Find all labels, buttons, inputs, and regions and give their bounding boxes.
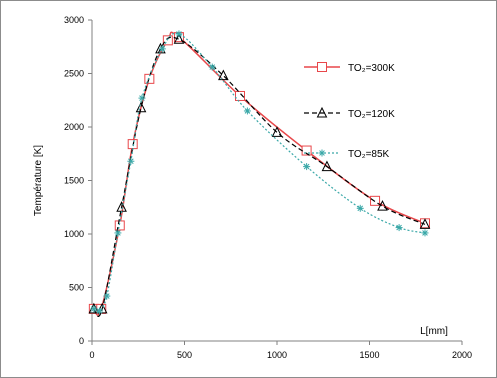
- legend-label: TO₂=85K: [348, 149, 390, 160]
- x-axis-title: L[mm]: [420, 326, 448, 337]
- asterisk-stroke: [303, 163, 310, 170]
- legend-item: TO₂=300K: [304, 62, 395, 74]
- asterisk-stroke: [103, 293, 110, 299]
- axes: 0 500 1000 1500 2000 2500 3000 0 500 1000 1500 2000: [64, 15, 472, 360]
- data-point: [235, 90, 245, 101]
- asterisk-stroke: [396, 224, 402, 231]
- data-point: [303, 163, 311, 171]
- data-point: [127, 157, 135, 165]
- y-tick-label: 0: [79, 336, 84, 346]
- data-point: [218, 69, 229, 81]
- data-point: [114, 229, 122, 237]
- data-point: [103, 292, 111, 300]
- asterisk-stroke: [96, 308, 103, 314]
- data-point: [243, 107, 251, 115]
- data-point: [138, 94, 146, 102]
- data-point: [208, 63, 216, 71]
- asterisk-stroke: [128, 158, 134, 165]
- x-tick-label: 0: [89, 350, 94, 360]
- data-point: [114, 220, 125, 231]
- series-layer: [88, 30, 431, 317]
- legend-label: TO₂=300K: [348, 63, 395, 74]
- data-point: [127, 139, 138, 150]
- data-point: [321, 160, 333, 172]
- data-point: [316, 106, 328, 118]
- legend-label: TO₂=120K: [348, 109, 395, 120]
- y-tick-label: 1000: [64, 229, 84, 239]
- asterisk-stroke: [357, 205, 364, 212]
- asterisk-stroke: [159, 46, 166, 52]
- data-point: [173, 33, 185, 44]
- x-tick-label: 500: [177, 350, 192, 360]
- y-axis-title: Température [K]: [33, 145, 44, 216]
- series-line: [93, 36, 426, 317]
- asterisk-stroke: [176, 31, 182, 37]
- asterisk-stroke: [244, 108, 251, 114]
- asterisk-stroke: [139, 95, 145, 101]
- data-point: [96, 302, 108, 314]
- series-line: [93, 32, 426, 313]
- data-point: [395, 224, 403, 232]
- y-tick-label: 1500: [64, 176, 84, 186]
- asterisk-stroke: [422, 230, 428, 236]
- data-point: [356, 204, 364, 212]
- y-tick-label: 2500: [64, 69, 84, 79]
- data-point: [318, 149, 326, 157]
- x-tick-label: 1000: [267, 350, 287, 360]
- x-tick-label: 1500: [359, 350, 379, 360]
- y-tick-label: 3000: [64, 15, 84, 25]
- data-point: [90, 305, 98, 313]
- x-tick-label: 2000: [452, 350, 472, 360]
- data-point: [175, 30, 183, 38]
- series-1: [88, 31, 430, 316]
- data-point: [271, 126, 283, 137]
- asterisk-stroke: [115, 230, 121, 236]
- data-point: [419, 218, 431, 229]
- data-point: [162, 35, 173, 46]
- legend-item: TO₂=120K: [304, 106, 395, 120]
- data-point: [135, 101, 147, 113]
- y-tick-label: 500: [69, 283, 84, 293]
- series-3: [90, 30, 429, 315]
- asterisk-stroke: [319, 150, 325, 156]
- asterisk-stroke: [209, 64, 216, 70]
- data-point: [158, 45, 166, 53]
- data-point: [317, 62, 327, 72]
- legend-item: TO₂=85K: [304, 149, 390, 160]
- data-point: [377, 200, 388, 211]
- series-line: [93, 31, 426, 316]
- y-tick-label: 2000: [64, 122, 84, 132]
- data-point: [95, 307, 103, 315]
- asterisk-stroke: [91, 306, 97, 312]
- legend: TO₂=300K TO₂=120K TO₂=85K: [304, 62, 395, 160]
- data-point: [421, 229, 429, 237]
- series-2: [88, 33, 431, 317]
